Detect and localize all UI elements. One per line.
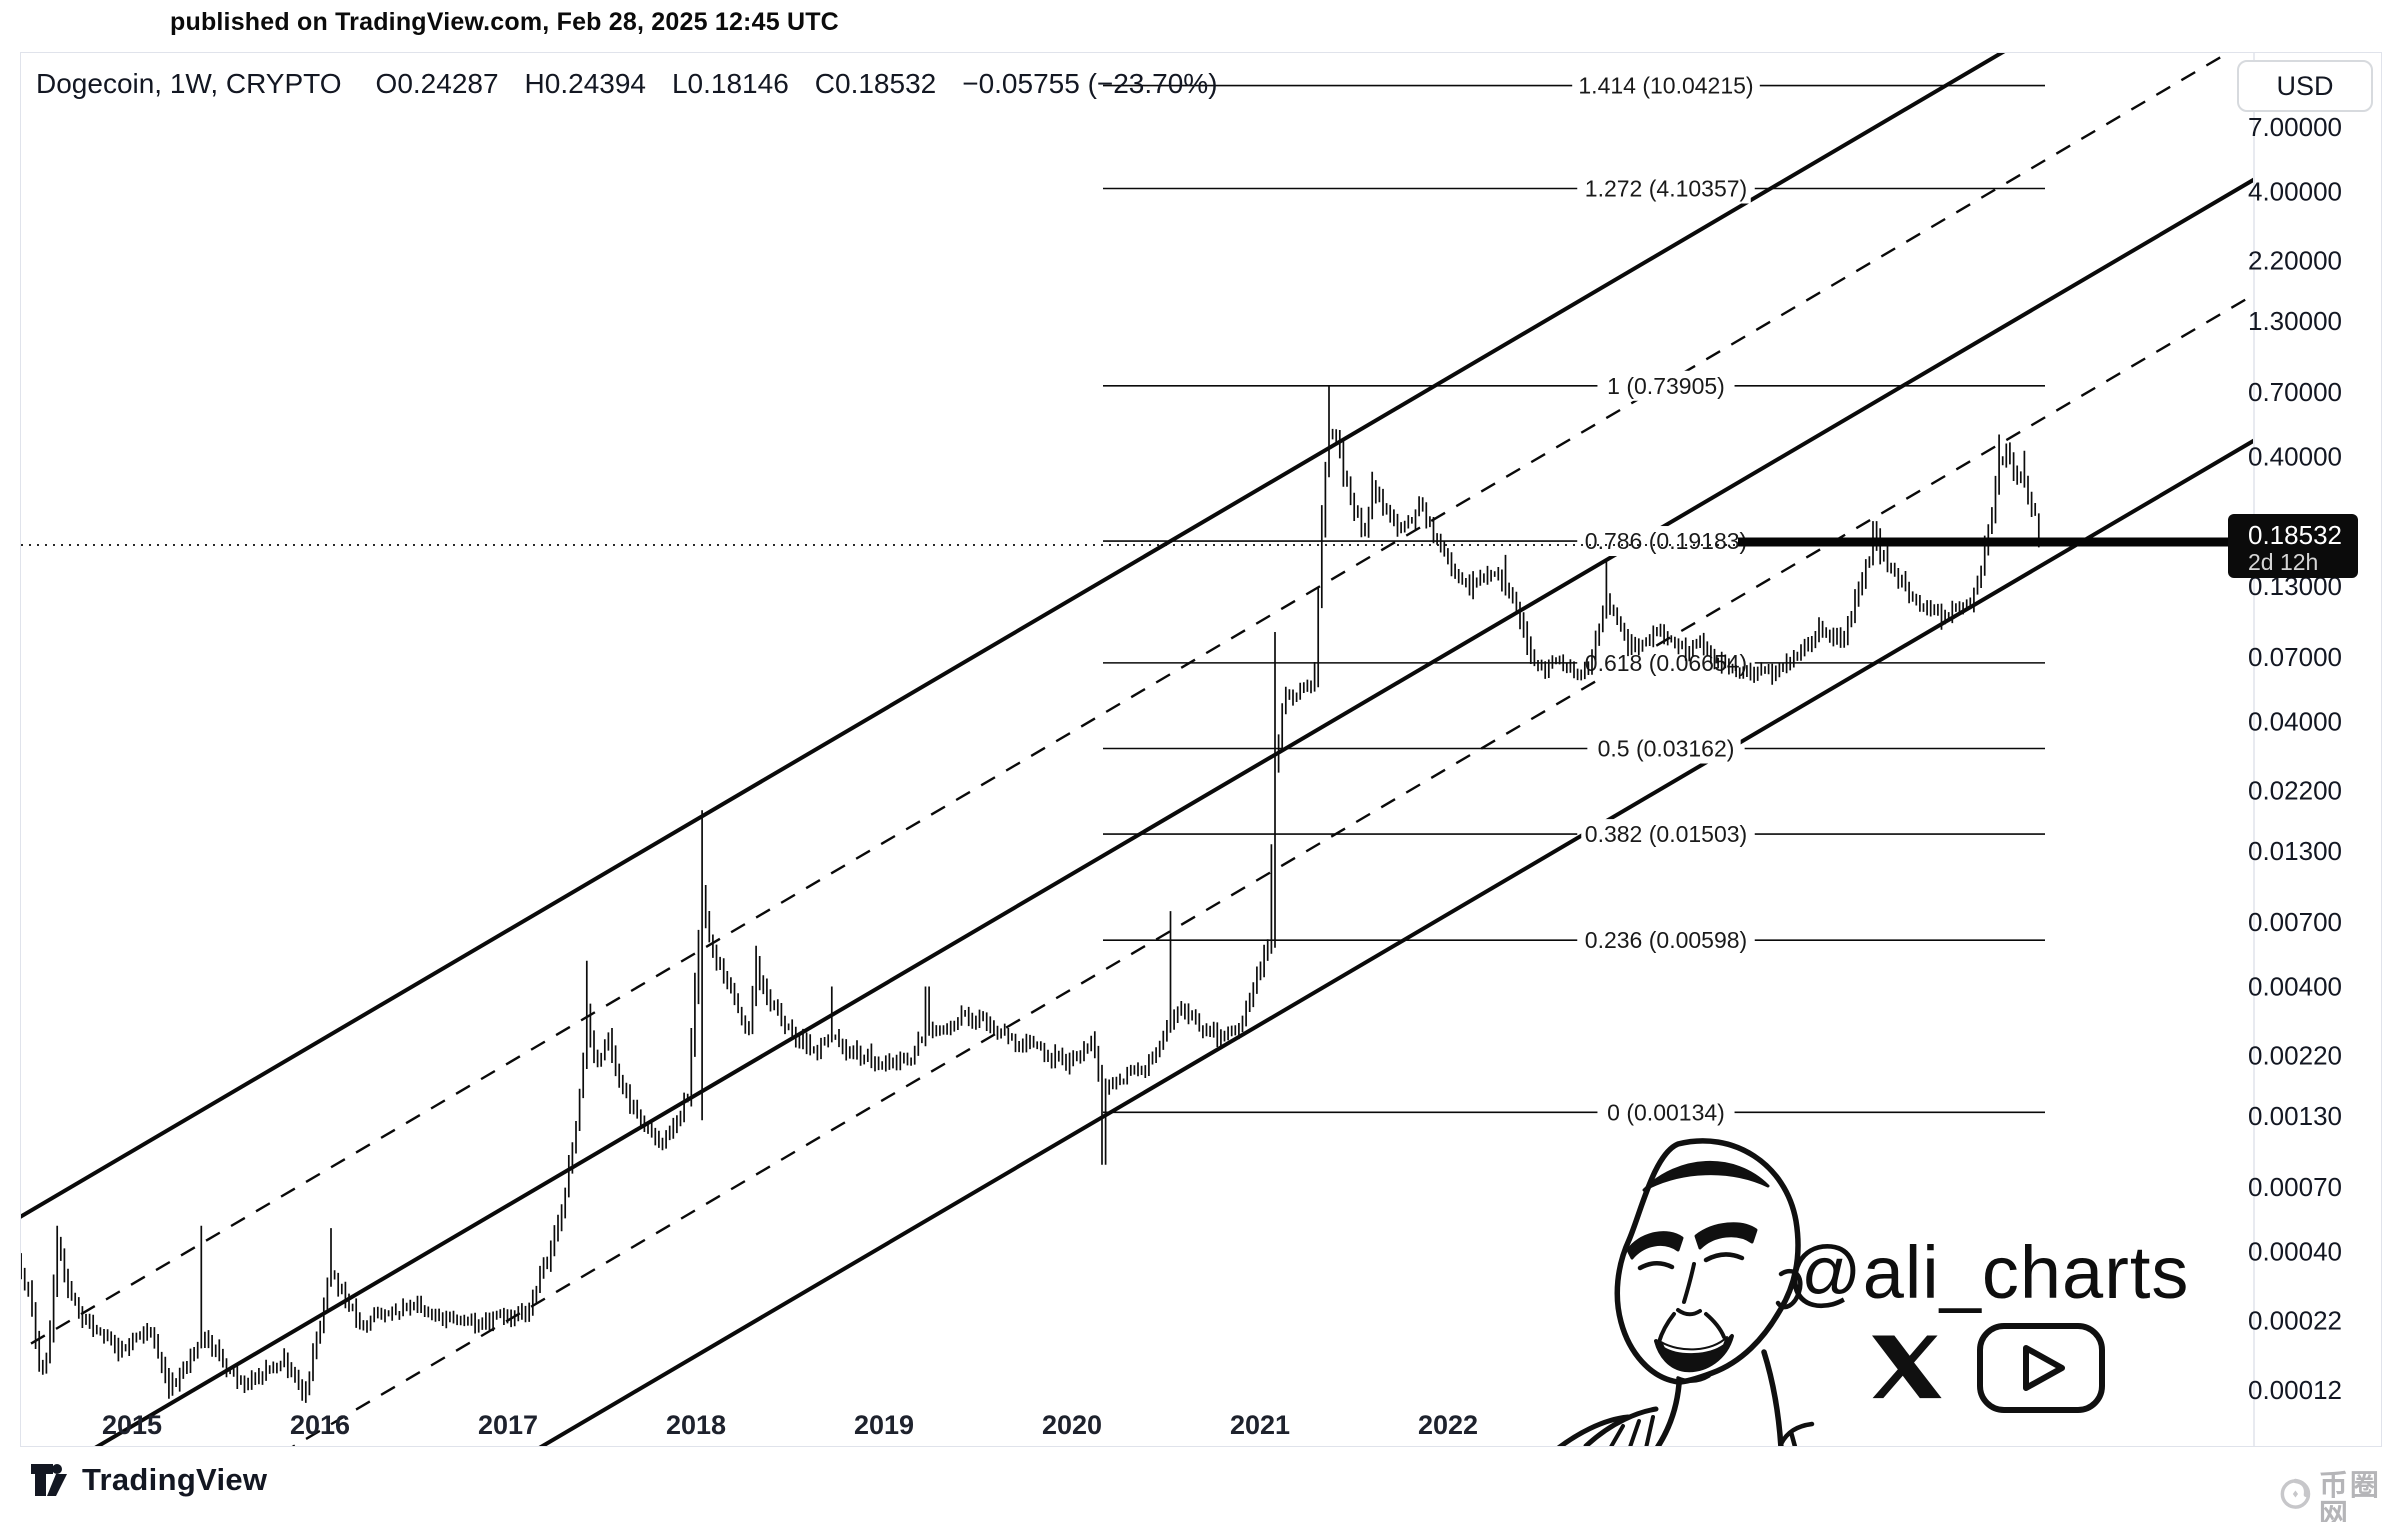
weekly-price-bars bbox=[21, 385, 2040, 1403]
fib-level-label-1: 1.272 (4.10357) bbox=[1585, 176, 1747, 202]
price-tick-0.00700: 0.00700 bbox=[2248, 907, 2342, 937]
tradingview-logo-icon bbox=[31, 1464, 67, 1496]
price-tick-0.00400: 0.00400 bbox=[2248, 971, 2342, 1001]
price-tick-2.20000: 2.20000 bbox=[2248, 245, 2342, 275]
fib-level-label-3: 0.786 (0.19183) bbox=[1585, 528, 1747, 554]
youtube-icon bbox=[1977, 1323, 2105, 1413]
price-tick-0.40000: 0.40000 bbox=[2248, 441, 2342, 471]
price-tick-0.00220: 0.00220 bbox=[2248, 1040, 2342, 1070]
price-tick-1.30000: 1.30000 bbox=[2248, 306, 2342, 336]
year-tick-2018[interactable]: 2018 bbox=[666, 1410, 726, 1440]
legend-open: O0.24287 bbox=[375, 68, 499, 99]
fib-level-label-2: 1 (0.73905) bbox=[1607, 373, 1725, 399]
stamp-swirl-icon bbox=[2280, 1478, 2311, 1509]
fib-label-bg bbox=[1581, 819, 1751, 850]
x-icon bbox=[1872, 1335, 1942, 1399]
current-price-value: 0.18532 bbox=[2248, 520, 2342, 550]
year-tick-2022[interactable]: 2022 bbox=[1418, 1410, 1478, 1440]
tradingview-brand-text: TradingView bbox=[82, 1462, 268, 1497]
price-tick-0.00012: 0.00012 bbox=[2248, 1375, 2342, 1405]
bar-countdown: 2d 12h bbox=[2248, 549, 2319, 575]
fib-level-label-6: 0.382 (0.01503) bbox=[1585, 821, 1747, 847]
price-tick-0.70000: 0.70000 bbox=[2248, 377, 2342, 407]
fib-level-label-4: 0.618 (0.06654) bbox=[1585, 650, 1747, 676]
fib-channel-line-4 bbox=[538, 438, 2253, 1446]
year-tick-2020[interactable]: 2020 bbox=[1042, 1410, 1102, 1440]
stamp-site-name: 币圈网 bbox=[2318, 1470, 2381, 1522]
artist-handle: @ali_charts bbox=[1787, 1231, 2190, 1314]
fib-level-label-7: 0.236 (0.00598) bbox=[1585, 927, 1747, 953]
fib-label-bg bbox=[1581, 925, 1751, 956]
fib-level-label-0: 1.414 (10.04215) bbox=[1578, 73, 1753, 99]
current-price-tag: 0.18532 2d 12h bbox=[2228, 514, 2358, 578]
price-tick-0.01300: 0.01300 bbox=[2248, 836, 2342, 866]
fib-level-label-8: 0 (0.00134) bbox=[1607, 1099, 1725, 1125]
published-header: published on TradingView.com, Feb 28, 20… bbox=[170, 8, 839, 36]
year-tick-2017[interactable]: 2017 bbox=[478, 1410, 538, 1440]
fib-channel-line-0 bbox=[21, 53, 2006, 1219]
price-tick-0.04000: 0.04000 bbox=[2248, 706, 2342, 736]
currency-label: USD bbox=[2276, 70, 2334, 101]
price-tick-4.00000: 4.00000 bbox=[2248, 176, 2342, 206]
price-tick-0.00130: 0.00130 bbox=[2248, 1101, 2342, 1131]
fib-label-bg bbox=[1581, 526, 1751, 557]
plot-area[interactable]: 1.414 (10.04215) 1.272 (4.10357) 1 (0.7390… bbox=[0, 0, 2293, 1522]
chart-legend[interactable]: Dogecoin, 1W, CRYPTO O0.24287 H0.24394 L0.1… bbox=[36, 68, 1244, 100]
price-tick-0.00070: 0.00070 bbox=[2248, 1172, 2342, 1202]
chart-panel bbox=[20, 52, 2382, 1447]
legend-change: −0.05755 (−23.70%) bbox=[962, 68, 1218, 99]
currency-toggle-button[interactable]: USD bbox=[2237, 60, 2373, 112]
tradingview-footer[interactable]: TradingView bbox=[30, 1462, 267, 1498]
fib-label-bg bbox=[1576, 70, 1756, 101]
fib-channel-line-3 bbox=[291, 293, 2253, 1446]
fib-channel-line-2 bbox=[94, 177, 2253, 1446]
year-tick-2016[interactable]: 2016 bbox=[290, 1410, 350, 1440]
legend-high: H0.24394 bbox=[524, 68, 646, 99]
price-tick-0.02200: 0.02200 bbox=[2248, 775, 2342, 805]
legend-low: L0.18146 bbox=[671, 68, 789, 99]
artist-watermark: @ali_charts bbox=[1556, 1138, 2190, 1446]
fib-label-bg bbox=[1601, 370, 1731, 401]
year-tick-2021[interactable]: 2021 bbox=[1230, 1410, 1290, 1440]
year-tick-2015[interactable]: 2015 bbox=[102, 1410, 162, 1440]
legend-close: C0.18532 bbox=[814, 68, 937, 99]
fib-channel-line-1 bbox=[21, 53, 2231, 1351]
year-tick-2019[interactable]: 2019 bbox=[854, 1410, 914, 1440]
legend-symbol: Dogecoin, 1W, CRYPTO bbox=[36, 68, 342, 99]
price-tick-0.07000: 0.07000 bbox=[2248, 642, 2342, 672]
fib-label-bg bbox=[1601, 1097, 1731, 1128]
site-stamp: 币圈网 —ALIBTC.COM— bbox=[2278, 1472, 2400, 1522]
price-tick-0.00040: 0.00040 bbox=[2248, 1236, 2342, 1266]
fib-level-label-5: 0.5 (0.03162) bbox=[1598, 736, 1735, 762]
price-tick-7.00000: 7.00000 bbox=[2248, 112, 2342, 142]
fib-label-bg bbox=[1591, 733, 1741, 764]
fib-label-bg bbox=[1581, 173, 1751, 204]
price-tick-0.00022: 0.00022 bbox=[2248, 1305, 2342, 1335]
